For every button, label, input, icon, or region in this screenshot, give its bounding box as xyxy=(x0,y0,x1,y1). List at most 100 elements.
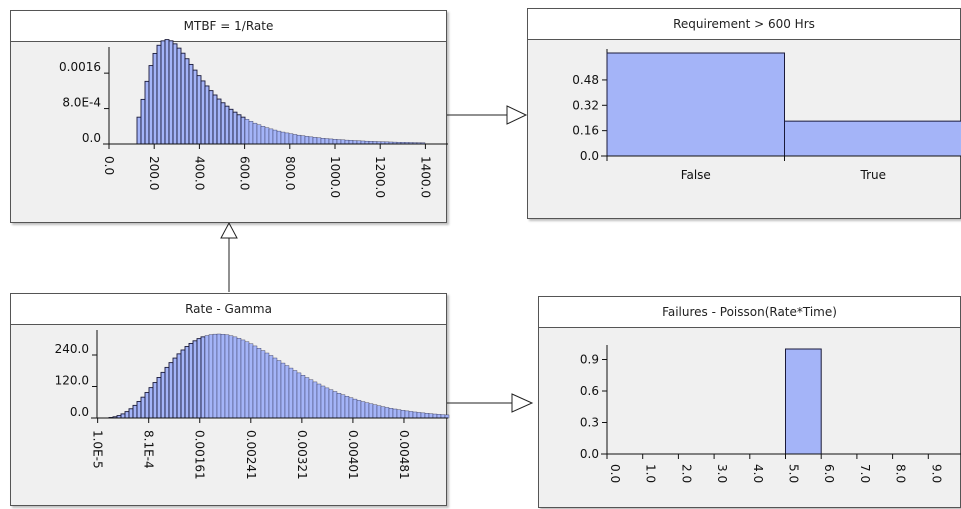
histogram-bar xyxy=(305,378,309,418)
histogram-bar xyxy=(385,407,389,418)
histogram-bar xyxy=(421,413,425,418)
histogram-bar xyxy=(285,133,289,144)
histogram-bar xyxy=(273,130,277,144)
histogram-bar xyxy=(169,41,173,144)
histogram-bar xyxy=(325,388,329,418)
histogram-bar xyxy=(193,70,197,144)
x-tick-label: 3.0 xyxy=(715,464,729,483)
histogram-bar xyxy=(441,415,445,418)
histogram-bar xyxy=(325,139,329,144)
x-tick-label: 9.0 xyxy=(929,464,943,483)
x-tick-label: 8.1E-4 xyxy=(142,430,156,469)
histogram-bar xyxy=(381,407,385,418)
y-tick-label: 240.0 xyxy=(55,342,89,356)
histogram-bar xyxy=(153,53,157,144)
histogram-bar xyxy=(405,411,409,418)
x-tick-label: 1.0 xyxy=(644,464,658,483)
y-tick-label: 0.6 xyxy=(580,384,599,398)
histogram-bar xyxy=(261,126,265,144)
histogram-bar xyxy=(277,131,281,144)
histogram-bar xyxy=(209,335,213,418)
histogram-bar xyxy=(249,344,253,418)
histogram-bar xyxy=(121,414,125,418)
histogram-bar xyxy=(409,411,413,418)
x-tick-label: 0.00321 xyxy=(295,430,309,480)
histogram-bar xyxy=(257,125,261,144)
histogram-bar xyxy=(297,373,301,418)
y-tick-label: 0.16 xyxy=(572,124,599,138)
histogram-bar xyxy=(373,405,377,418)
y-tick-label: 120.0 xyxy=(55,374,89,388)
histogram-bar xyxy=(185,347,189,418)
histogram-bar xyxy=(253,123,257,144)
y-tick-label: 0.9 xyxy=(580,353,599,367)
histogram-bar xyxy=(417,412,421,418)
histogram-bar xyxy=(293,371,297,418)
histogram-bar xyxy=(313,137,317,144)
histogram-bar xyxy=(429,414,433,418)
histogram-bar xyxy=(225,335,229,418)
histogram-bar xyxy=(353,399,357,418)
y-tick-label: 0.3 xyxy=(580,416,599,430)
x-tick-label: 1.0E-5 xyxy=(91,430,105,469)
histogram-bar xyxy=(149,388,153,418)
histogram-bar xyxy=(289,368,293,418)
x-tick-label: 1000.0 xyxy=(328,156,342,198)
histogram-bar xyxy=(345,140,349,144)
histogram-bar xyxy=(157,377,161,418)
histogram-bar xyxy=(285,366,289,418)
y-tick-label: 0.0 xyxy=(580,149,599,163)
histogram-bar xyxy=(289,134,293,144)
histogram-bar xyxy=(189,343,193,418)
histogram-bar xyxy=(193,341,197,418)
histogram-bar xyxy=(309,137,313,144)
histogram-bar xyxy=(357,400,361,418)
histogram-bar xyxy=(265,128,269,144)
histogram-bar xyxy=(377,406,381,418)
histogram-bar xyxy=(281,132,285,144)
histogram-bar xyxy=(369,404,373,418)
histogram-bar xyxy=(129,409,133,418)
histogram-bar xyxy=(241,340,245,418)
histogram-bar xyxy=(401,410,405,418)
histogram-bar xyxy=(389,408,393,418)
histogram-bar xyxy=(305,136,309,144)
histogram-bar xyxy=(185,59,189,144)
histogram-bar xyxy=(221,334,225,418)
arrow-mtbf-to-requirement xyxy=(447,106,526,124)
histogram-bar xyxy=(249,121,253,144)
x-tick-label: 0.00161 xyxy=(193,430,207,480)
histogram-bar xyxy=(321,138,325,144)
histogram-bar xyxy=(329,139,333,144)
histogram-bar xyxy=(173,358,177,418)
histogram-bar xyxy=(261,351,265,418)
x-tick-label: 1400.0 xyxy=(418,156,432,198)
x-tick-label: 6.0 xyxy=(822,464,836,483)
y-tick-label: 0.32 xyxy=(572,98,599,112)
histogram-bar xyxy=(201,337,205,418)
histogram-bar xyxy=(233,337,237,418)
histogram-bar xyxy=(245,342,249,418)
histogram-bar xyxy=(349,398,353,418)
histogram-bar xyxy=(189,64,193,144)
histogram-bar xyxy=(169,363,173,418)
x-tick-label: 0.00241 xyxy=(244,430,258,480)
histogram-bar xyxy=(225,106,229,144)
histogram-bar xyxy=(137,401,141,418)
histogram-bar xyxy=(177,354,181,418)
x-tick-label: True xyxy=(860,168,887,182)
histogram-bar xyxy=(149,66,153,144)
histogram-bar xyxy=(425,413,429,418)
histogram-bar xyxy=(229,336,233,418)
histogram-bar xyxy=(145,81,149,144)
histogram-bar xyxy=(221,103,225,144)
histogram-bar xyxy=(197,76,201,144)
histogram-bar xyxy=(173,44,177,144)
